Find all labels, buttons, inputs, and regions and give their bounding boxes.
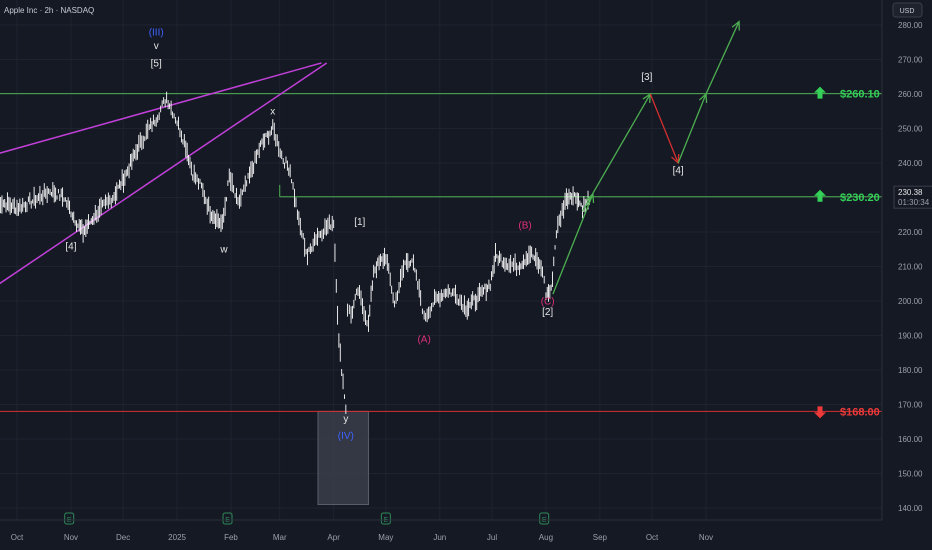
wave-label: v — [154, 41, 159, 52]
x-tick-label: Mar — [273, 533, 287, 542]
wave-label: w — [219, 245, 228, 256]
x-tick-label: Sep — [593, 533, 608, 542]
wave-label: (C) — [541, 296, 555, 307]
wave-label: [3] — [641, 72, 652, 83]
wedge-trendline — [0, 62, 322, 154]
down-arrow-icon — [814, 406, 826, 419]
x-tick-label: Apr — [327, 533, 340, 542]
currency-button[interactable]: USD — [892, 2, 923, 18]
projection-segment — [649, 93, 679, 164]
x-tick-label: Dec — [116, 533, 130, 542]
wave-label: y — [343, 414, 348, 425]
y-tick-label: 220.00 — [898, 228, 923, 237]
level-lines — [0, 93, 882, 412]
y-tick-label: 160.00 — [898, 435, 923, 444]
wave-label: (B) — [518, 221, 531, 232]
x-tick-label: Aug — [539, 533, 553, 542]
y-tick-label: 200.00 — [898, 297, 923, 306]
level-label-group: $260.10 — [814, 86, 880, 101]
support-zone-box — [317, 410, 369, 506]
level-label: $168.00 — [840, 406, 880, 418]
x-tick-label: May — [378, 533, 393, 542]
wave-label: [2] — [542, 307, 553, 318]
wave-label: [1] — [354, 217, 365, 228]
y-tick-label: 170.00 — [898, 401, 923, 410]
chart-title: Apple Inc · 2h · NASDAQ — [4, 6, 94, 15]
wave-label: [4] — [673, 165, 684, 176]
projection-arrowhead — [731, 20, 740, 31]
price-layer — [0, 91, 590, 414]
projection-arrowhead — [642, 92, 652, 104]
wedge-trendline — [0, 62, 328, 285]
x-tick-label: Jul — [487, 533, 497, 542]
level-label-group: $230.20 — [814, 189, 880, 204]
earnings-icon[interactable] — [539, 512, 550, 525]
y-tick-label: 210.00 — [898, 263, 923, 272]
earnings-icon[interactable] — [64, 512, 75, 525]
currency-label: USD — [900, 8, 915, 15]
x-tick-label: Jun — [433, 533, 446, 542]
grid — [0, 0, 882, 520]
y-tick-label: 280.00 — [898, 21, 923, 30]
projection-segment — [581, 93, 651, 212]
wave-labels: (III) v [5] x [4] w [1] y (IV) (A) (B) (C)[2] [3] [4] — [65, 27, 684, 442]
y-tick-label: 260.00 — [898, 90, 923, 99]
y-tick-label: 140.00 — [898, 504, 923, 513]
wave-label: (A) — [417, 334, 430, 345]
projection-segment — [677, 93, 707, 164]
earnings-icon[interactable] — [222, 512, 233, 525]
x-tick-label: Oct — [11, 533, 24, 542]
level-label: $230.20 — [840, 192, 880, 204]
x-tick-label: Feb — [224, 533, 238, 542]
wave-label: x — [270, 107, 275, 118]
level-label-group: $168.00 — [814, 406, 880, 419]
y-tick-label: 180.00 — [898, 366, 923, 375]
projection-segment — [705, 21, 740, 95]
y-tick-label: 190.00 — [898, 332, 923, 341]
projection-layer — [552, 20, 740, 295]
wave-label: [5] — [151, 58, 162, 69]
earnings-icon[interactable] — [380, 512, 391, 525]
x-tick-label: Nov — [64, 533, 78, 542]
last-price-box — [893, 185, 932, 209]
wave-label: (IV) — [338, 431, 354, 442]
up-arrow-icon — [814, 86, 826, 99]
wedge-lines — [0, 62, 328, 285]
level-label: $260.10 — [840, 89, 880, 101]
y-tick-label: 150.00 — [898, 470, 923, 479]
y-tick-label: 270.00 — [898, 56, 923, 65]
level-labels: $260.10 $230.20 $168.00 — [814, 86, 880, 419]
x-tick-label: 2025 — [168, 533, 186, 542]
y-tick-label: 240.00 — [898, 159, 923, 168]
wave-label: (III) — [149, 27, 164, 38]
x-axis[interactable]: Oct Nov Dec 2025 Feb Mar Apr May Jun Jul Aug Sep Oct… — [0, 519, 882, 542]
bar-countdown: 01:30:34 — [898, 198, 930, 207]
wave-label: [4] — [65, 241, 76, 252]
up-arrow-icon — [814, 189, 826, 202]
x-tick-label: Oct — [646, 533, 659, 542]
last-price-value: 230.38 — [898, 188, 923, 197]
x-tick-label: Nov — [699, 533, 713, 542]
projection-segment — [552, 193, 594, 295]
y-tick-label: 250.00 — [898, 125, 923, 134]
zone-layer — [317, 410, 369, 506]
